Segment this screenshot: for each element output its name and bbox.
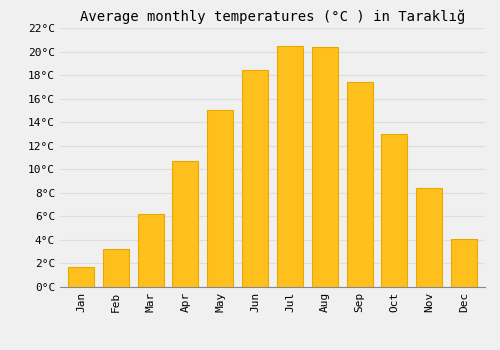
Bar bbox=[346, 82, 372, 287]
Bar bbox=[382, 134, 407, 287]
Bar bbox=[172, 161, 199, 287]
Bar bbox=[451, 239, 477, 287]
Bar bbox=[207, 110, 234, 287]
Bar bbox=[68, 267, 94, 287]
Bar bbox=[277, 46, 303, 287]
Bar bbox=[312, 47, 338, 287]
Bar bbox=[242, 70, 268, 287]
Bar bbox=[416, 188, 442, 287]
Bar bbox=[138, 214, 164, 287]
Bar bbox=[102, 249, 129, 287]
Title: Average monthly temperatures (°C ) in Taraklığ: Average monthly temperatures (°C ) in Ta… bbox=[80, 9, 465, 24]
